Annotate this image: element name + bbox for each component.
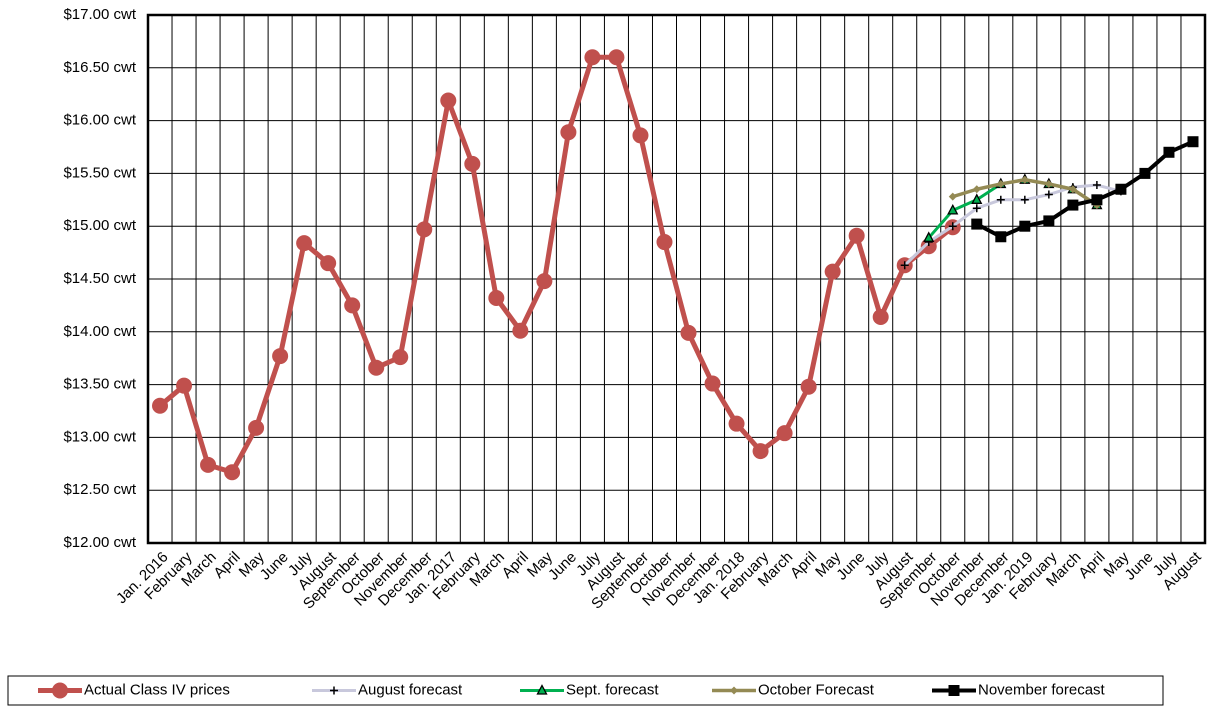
marker <box>1044 179 1053 188</box>
marker <box>1020 175 1029 184</box>
series-line <box>903 183 1122 267</box>
y-tick-label: $12.50 cwt <box>63 481 136 498</box>
marker <box>330 686 338 695</box>
marker <box>1115 183 1127 195</box>
marker <box>1019 220 1031 232</box>
marker <box>1020 195 1029 204</box>
marker <box>1067 199 1079 211</box>
y-tick-label: $17.00 cwt <box>63 6 136 23</box>
series-line <box>975 139 1194 239</box>
y-tick-label: $16.50 cwt <box>63 59 136 76</box>
marker <box>848 227 865 244</box>
marker <box>200 456 217 473</box>
marker <box>560 124 577 141</box>
marker <box>776 425 793 442</box>
series-line <box>158 54 955 475</box>
marker <box>730 686 738 695</box>
marker <box>1068 185 1077 194</box>
marker <box>608 49 625 66</box>
marker <box>948 222 957 231</box>
marker <box>1187 136 1199 148</box>
marker <box>704 375 721 392</box>
marker <box>1043 215 1055 227</box>
legend-item: Actual Class IV prices <box>38 681 230 699</box>
legend-item: Sept. forecast <box>520 681 659 698</box>
y-tick-label: $14.00 cwt <box>63 323 136 340</box>
marker <box>656 234 673 251</box>
marker <box>320 255 337 272</box>
marker <box>152 397 169 414</box>
marker <box>488 290 505 307</box>
marker <box>1139 167 1151 179</box>
marker <box>923 231 935 242</box>
marker <box>440 92 457 109</box>
legend-item: November forecast <box>932 681 1106 698</box>
legend-label: August forecast <box>358 681 463 698</box>
marker <box>947 203 959 215</box>
marker <box>948 685 960 696</box>
marker <box>296 235 313 252</box>
marker <box>1163 146 1175 158</box>
marker <box>972 185 981 194</box>
marker <box>392 349 409 366</box>
y-tick-label: $16.00 cwt <box>63 112 136 129</box>
plot-frame <box>146 13 1207 545</box>
marker <box>584 49 601 66</box>
marker <box>752 443 769 460</box>
marker <box>368 359 385 376</box>
marker <box>1091 194 1103 206</box>
marker <box>536 684 548 695</box>
legend-label: Sept. forecast <box>566 681 659 698</box>
marker <box>1044 190 1053 199</box>
y-tick-label: $13.00 cwt <box>63 428 136 445</box>
y-tick-label: $12.00 cwt <box>63 534 136 551</box>
marker <box>272 348 289 365</box>
legend-item: October Forecast <box>712 681 875 698</box>
marker <box>996 179 1005 188</box>
marker <box>632 127 649 144</box>
marker <box>972 204 981 213</box>
marker <box>176 377 193 394</box>
marker <box>995 231 1007 243</box>
marker <box>948 192 957 201</box>
marker <box>464 155 481 172</box>
legend-label: Actual Class IV prices <box>84 681 230 698</box>
legend-label: October Forecast <box>758 681 875 698</box>
y-tick-label: $15.00 cwt <box>63 217 136 234</box>
legend-item: August forecast <box>312 681 463 698</box>
marker <box>52 682 68 699</box>
marker <box>996 195 1005 204</box>
marker <box>248 419 265 436</box>
marker <box>971 193 983 204</box>
marker <box>900 261 909 270</box>
marker <box>416 221 433 238</box>
marker <box>872 309 889 326</box>
marker <box>824 263 841 280</box>
marker <box>971 218 983 230</box>
marker <box>680 324 697 341</box>
marker <box>800 378 817 395</box>
marker <box>1092 181 1101 190</box>
legend-label: November forecast <box>978 681 1106 698</box>
marker <box>512 322 529 339</box>
y-tick-label: $15.50 cwt <box>63 164 136 181</box>
marker <box>344 297 361 314</box>
marker <box>536 273 553 290</box>
marker <box>728 415 745 432</box>
y-tick-label: $13.50 cwt <box>63 376 136 393</box>
marker <box>224 464 241 481</box>
y-tick-label: $14.50 cwt <box>63 270 136 287</box>
